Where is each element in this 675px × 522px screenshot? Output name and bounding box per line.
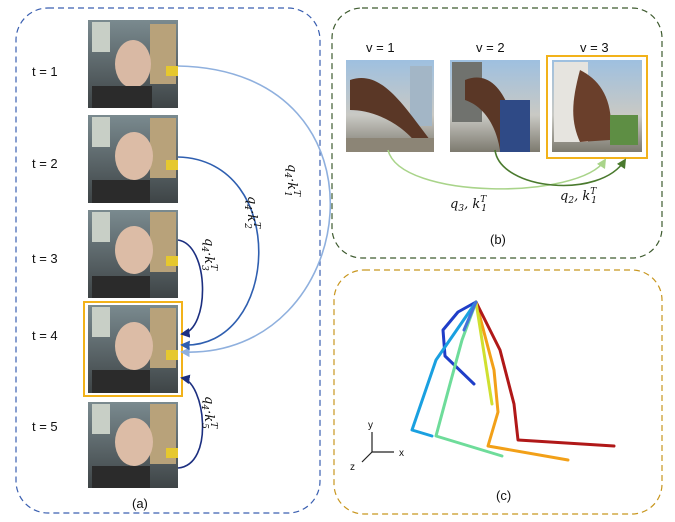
panel-a-caption: (a) [132,496,148,511]
skeleton-finger-ring [474,300,570,462]
arc-t1-to-t4 [177,65,332,358]
hand-skeleton [410,300,616,462]
view-image-v3 [552,60,642,152]
frame-label-t3: t = 3 [32,251,58,266]
panel-b-caption: (b) [490,232,506,247]
attn-label-view-q3: q3, kT 1 [450,195,487,214]
attn-label-view-q2: q2, kT 1 [560,187,597,206]
arc-v1-to-v3 [387,149,607,190]
axis-label-x: x [399,448,404,459]
skeleton-finger-index [410,300,478,438]
panel-b: v = 1 v = 2 v = 3 q3, kT 1 q2, kT 1 [331,7,663,259]
arc-t5-to-t4 [177,374,204,469]
frame-label-t1: t = 1 [32,64,58,79]
view-image-v2 [450,60,540,152]
arc-v2-to-v3 [494,149,627,187]
highlight-box-v3 [546,55,648,159]
panel-b-border [331,7,663,259]
attn-label-k2: q4·kT2 [242,196,261,229]
axes-indicator [361,432,394,463]
view-label-v1: v = 1 [366,40,395,55]
axis-label-z: z [350,462,355,473]
panel-c-caption: (c) [496,488,511,503]
skeleton-finger-pinky [474,300,616,448]
view-label-v2: v = 2 [476,40,505,55]
view-label-v3: v = 3 [580,40,609,55]
skeleton-base [462,300,478,332]
frame-image-t5 [88,402,178,488]
arc-t3-to-t4 [177,239,204,338]
skeleton-palm [474,300,494,406]
frame-image-t1 [88,20,178,108]
panel-c: y x z (c) [333,269,663,515]
attn-label-k5: q4·kT5 [199,396,218,429]
frame-label-t4: t = 4 [32,328,58,343]
panel-c-border [333,269,663,515]
frame-label-t5: t = 5 [32,419,58,434]
frame-label-t2: t = 2 [32,156,58,171]
attn-label-k3: q4·kT3 [199,238,218,271]
view-image-v1 [346,60,434,152]
panel-a: t = 1 t = 2 t = 3 t = 4 t = 5 [15,7,332,514]
frame-image-t3 [88,210,178,298]
axis-label-y: y [368,420,373,431]
attn-label-k1: q4·kT1 [282,164,301,197]
frame-image-t4 [88,305,178,393]
arc-t2-to-t4 [177,156,260,351]
frame-image-t2 [88,115,178,203]
